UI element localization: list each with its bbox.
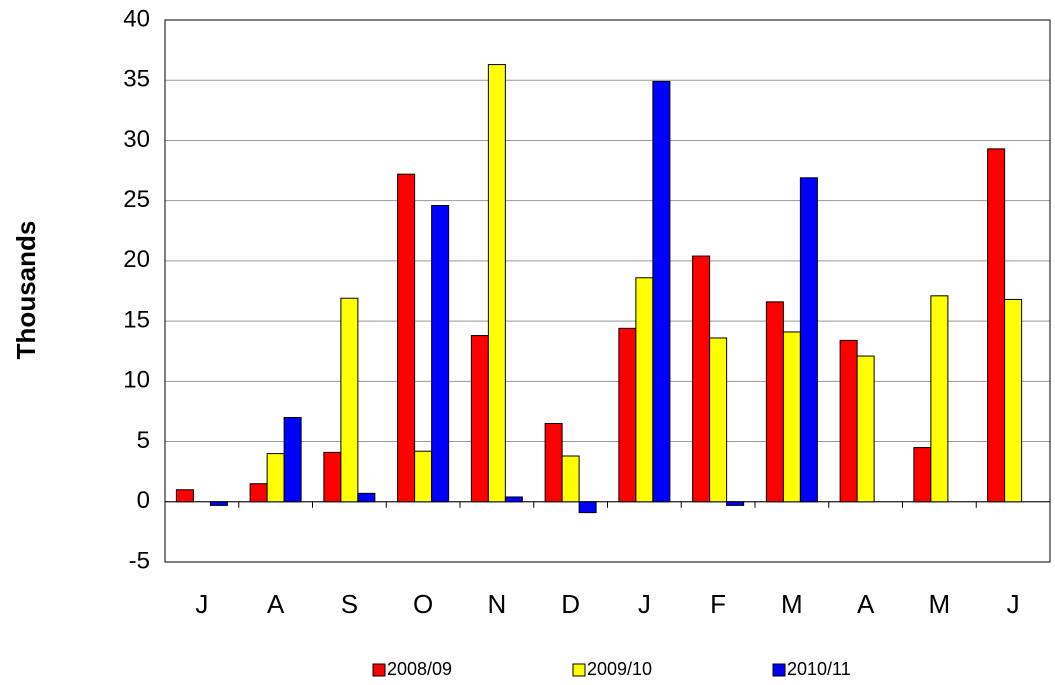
bar [1004,298,1023,503]
legend-label: 2009/10 [587,659,652,679]
x-tick-label: A [267,589,285,619]
bar [839,339,858,503]
y-tick-label: 35 [123,66,150,93]
x-tick-label: J [1007,589,1020,619]
x-tick-label: N [487,589,506,619]
y-tick-label: 10 [123,367,150,394]
bar [930,295,949,503]
x-tick-label: M [781,589,803,619]
bar [765,301,784,503]
bar [652,80,671,503]
bar [782,331,801,503]
plot-border [164,19,1051,563]
bar [357,492,376,503]
y-tick-label: 15 [123,306,150,333]
bar [414,450,433,503]
bar [692,255,711,503]
bar [799,177,818,503]
bar [578,501,597,514]
y-tick-label: 5 [137,427,150,454]
bar [726,501,745,506]
bar [209,501,228,506]
y-tick-label: 0 [137,487,150,514]
bar [561,455,580,503]
bar [431,204,450,503]
legend-swatch [772,663,786,677]
bar [470,335,489,503]
bar [504,496,523,503]
y-tick-label: 30 [123,126,150,153]
x-tick-label: A [857,589,875,619]
bar [544,422,563,503]
bar [856,355,875,503]
bar [635,277,654,503]
bar [618,327,637,503]
bar [266,453,285,503]
x-tick-label: O [413,589,433,619]
y-axis-label: Thousands [11,221,41,360]
bar [283,416,302,503]
bar [709,337,728,503]
bar [175,489,194,503]
bar [249,483,268,503]
bar [340,297,359,503]
bar [487,64,506,503]
y-tick-label: -5 [129,547,150,574]
x-tick-label: S [341,589,358,619]
legend-label: 2010/11 [787,659,851,679]
legend-label: 2008/09 [387,659,452,679]
legend-swatch [372,663,386,677]
bar [987,148,1006,503]
bar [913,447,932,503]
bar [397,173,416,503]
bar [323,451,342,503]
x-tick-label: D [561,589,580,619]
x-tick-label: M [929,589,951,619]
legend-swatch [572,663,586,677]
y-tick-label: 40 [123,5,150,32]
y-tick-label: 20 [123,246,150,273]
x-tick-label: J [638,589,651,619]
y-tick-label: 25 [123,186,150,213]
x-tick-label: J [195,589,208,619]
x-tick-label: F [710,589,726,619]
